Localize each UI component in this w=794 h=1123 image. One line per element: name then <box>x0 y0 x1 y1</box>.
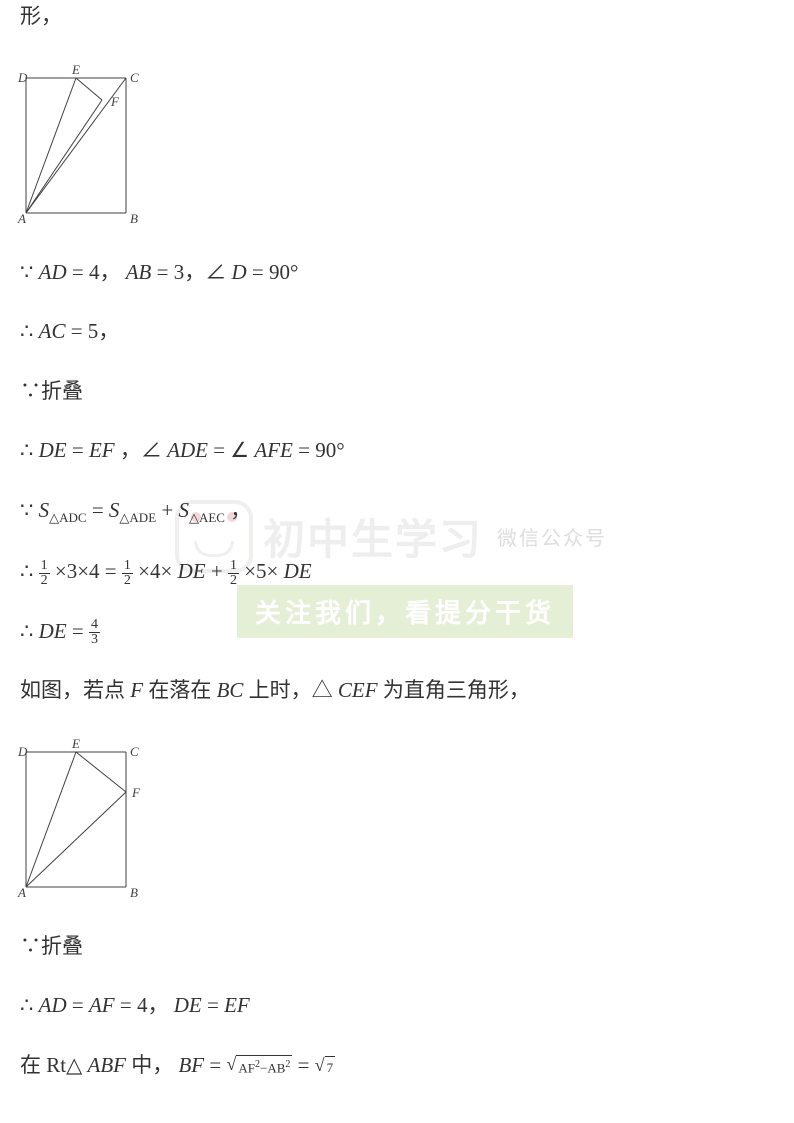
var-AF: AF <box>89 993 115 1017</box>
therefore-symbol: ∴ <box>20 438 33 462</box>
var-DE: DE <box>174 993 202 1017</box>
because-symbol: ∵ <box>20 260 33 284</box>
geometry-diagram-1: D E CF A B <box>16 60 151 230</box>
svg-text:E: E <box>71 736 80 751</box>
text: = <box>72 438 89 462</box>
svg-text:A: A <box>17 211 26 226</box>
fraction-4-3: 43 <box>89 618 100 647</box>
var-CEF: CEF <box>338 678 378 702</box>
text: 如图，若点 <box>20 678 130 702</box>
var-DE: DE <box>178 559 206 583</box>
var-DE: DE <box>39 619 67 643</box>
text: = <box>298 1053 315 1077</box>
text-line-4: ∵折叠 <box>20 375 774 409</box>
text: = <box>209 1053 226 1077</box>
fraction-half: 12 <box>122 559 133 588</box>
text: + <box>161 498 173 522</box>
sqrt-7: √ 7 <box>315 1056 335 1079</box>
sub-ADC: △ADC <box>49 510 86 525</box>
text: = 90° <box>298 438 345 462</box>
because-symbol: ∵ <box>20 498 33 522</box>
var-DE: DE <box>39 438 67 462</box>
text: 在落在 <box>148 678 216 702</box>
var-S: S <box>178 498 189 522</box>
text: = 5， <box>71 319 120 343</box>
text-line-8: ∴ DE = 43 <box>20 615 774 649</box>
svg-text:E: E <box>71 62 80 77</box>
text: + <box>211 559 223 583</box>
sub-AEC: △AEC <box>189 510 225 525</box>
text: = <box>92 498 109 522</box>
text-line-6: ∵ S△ADC = S△ADE + S△AEC ， <box>20 494 774 529</box>
text: = 4， <box>72 260 121 284</box>
var-S: S <box>109 498 120 522</box>
therefore-symbol: ∴ <box>20 619 33 643</box>
svg-text:A: A <box>17 885 26 900</box>
document-body: 形， DECFAB ∵ AD = 4， AB = 3，∠ D = 90° ∴ A… <box>0 0 794 1083</box>
sqrt-expression: √ AF2−AB2 <box>226 1055 292 1079</box>
var-ADE: ADE <box>167 438 208 462</box>
text-line-11: ∴ AD = AF = 4， DE = EF <box>20 989 774 1023</box>
geometry-diagram-2: D E C F A B <box>16 734 151 904</box>
text: = ∠ <box>213 438 249 462</box>
text: = <box>72 619 89 643</box>
text: = <box>207 993 224 1017</box>
svg-text:F: F <box>110 94 120 109</box>
text: ∵折叠 <box>20 379 83 403</box>
text-line-5: ∴ DE = EF ，∠ ADE = ∠ AFE = 90° <box>20 434 774 468</box>
therefore-symbol: ∴ <box>20 319 33 343</box>
text: ， <box>230 498 251 522</box>
text: ，∠ <box>120 438 162 462</box>
text: ×4× <box>138 559 172 583</box>
therefore-symbol: ∴ <box>20 993 33 1017</box>
text: 为直角三角形， <box>383 678 530 702</box>
text-line-1: 形， <box>20 0 774 34</box>
var-AB: AB <box>126 260 152 284</box>
text: = <box>72 993 89 1017</box>
therefore-symbol: ∴ <box>20 559 33 583</box>
svg-text:D: D <box>17 744 28 759</box>
svg-text:C: C <box>130 70 139 85</box>
sub-ADE: △ADE <box>119 510 156 525</box>
text-line-12: 在 Rt△ ABF 中， BF = √ AF2−AB2 = √ 7 <box>20 1049 774 1083</box>
var-AFE: AFE <box>254 438 292 462</box>
var-S: S <box>39 498 50 522</box>
text: ×3×4 = <box>55 559 122 583</box>
var-AC: AC <box>39 319 66 343</box>
svg-text:C: C <box>130 744 139 759</box>
text: = 4， <box>120 993 169 1017</box>
text-line-10: ∵折叠 <box>20 930 774 964</box>
text: = 3，∠ <box>157 260 227 284</box>
var-D: D <box>231 260 246 284</box>
text: 形， <box>20 4 62 28</box>
var-EF: EF <box>224 993 250 1017</box>
var-F: F <box>130 678 143 702</box>
fraction-half: 12 <box>228 559 239 588</box>
text-line-7: ∴ 12 ×3×4 = 12 ×4× DE + 12 ×5× DE <box>20 555 774 589</box>
text: 上时，△ <box>249 678 333 702</box>
var-DE: DE <box>284 559 312 583</box>
var-AD: AD <box>39 993 67 1017</box>
text: ∵折叠 <box>20 934 83 958</box>
text: 在 Rt△ <box>20 1053 82 1077</box>
text: = 90° <box>252 260 299 284</box>
var-ABF: ABF <box>88 1053 126 1077</box>
text: ×5× <box>244 559 278 583</box>
text-line-3: ∴ AC = 5， <box>20 315 774 349</box>
var-AD: AD <box>39 260 67 284</box>
svg-text:B: B <box>130 885 138 900</box>
text-line-2: ∵ AD = 4， AB = 3，∠ D = 90° <box>20 256 774 290</box>
text-line-9: 如图，若点 F 在落在 BC 上时，△ CEF 为直角三角形， <box>20 674 774 708</box>
var-EF: EF <box>89 438 115 462</box>
fraction-half: 12 <box>39 559 50 588</box>
text: 中， <box>131 1053 173 1077</box>
svg-text:B: B <box>130 211 138 226</box>
var-BC: BC <box>217 678 244 702</box>
svg-text:D: D <box>17 70 28 85</box>
var-BF: BF <box>178 1053 204 1077</box>
svg-text:F: F <box>131 785 141 800</box>
